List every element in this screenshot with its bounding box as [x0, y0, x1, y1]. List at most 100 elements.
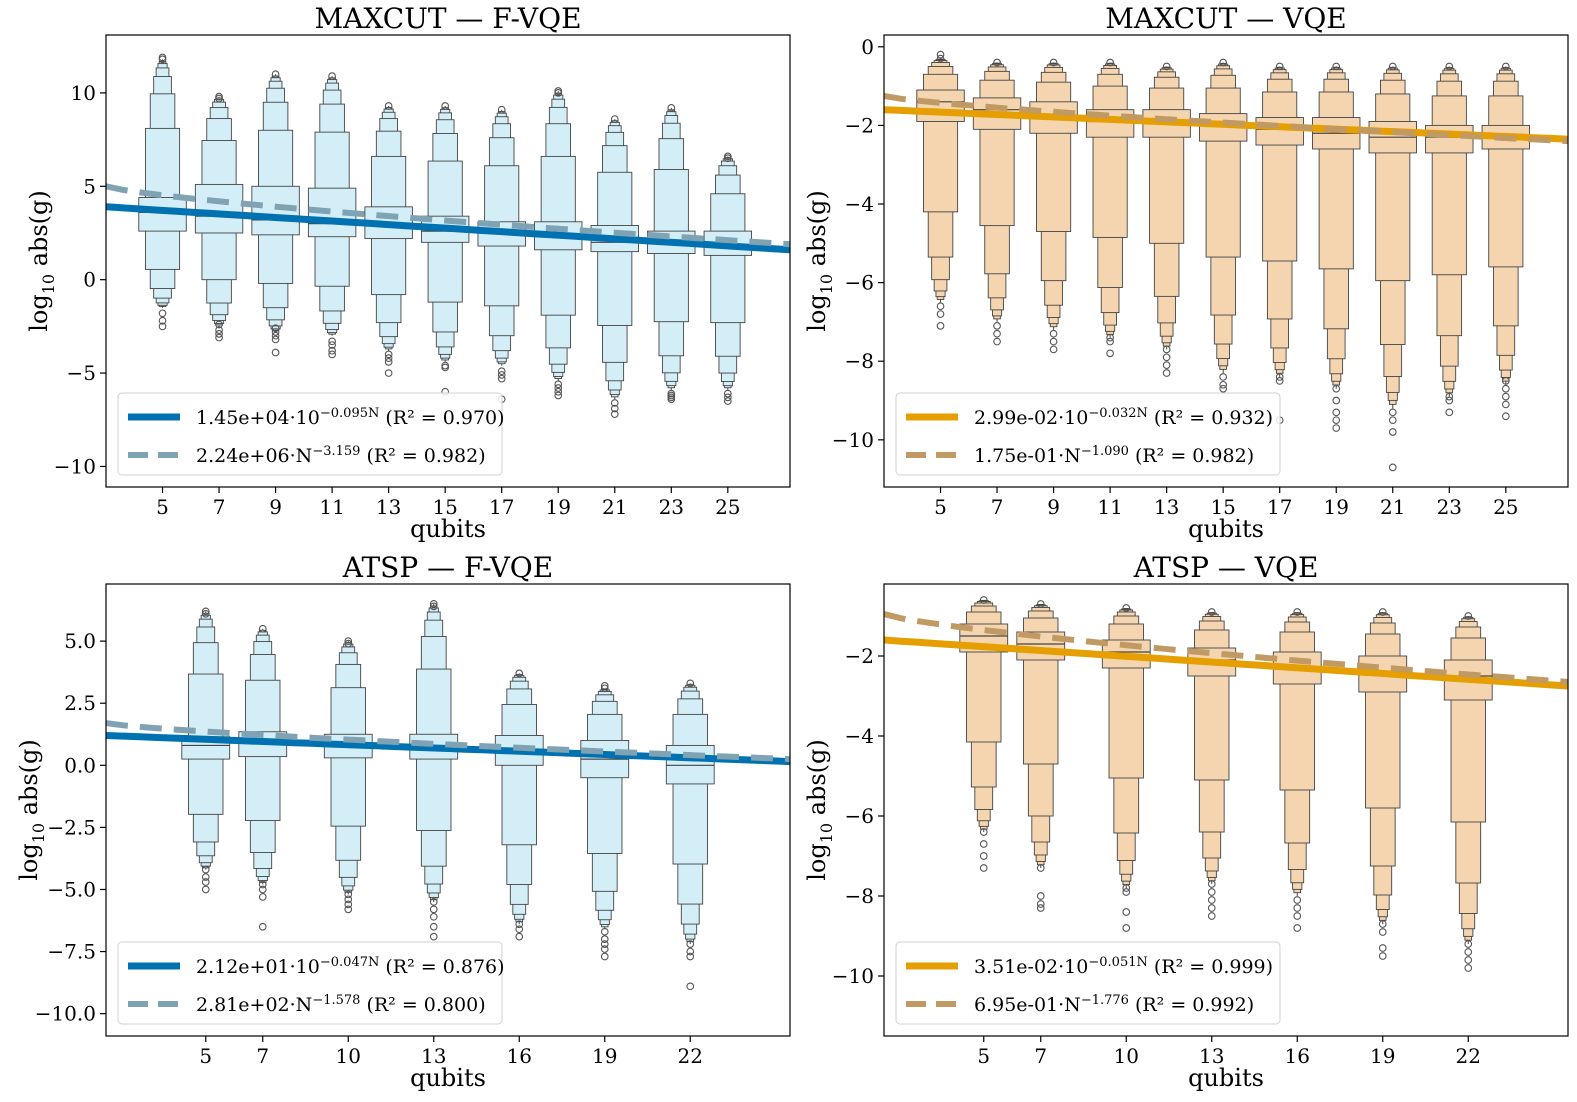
y-axis-label-sub: 10 — [817, 274, 836, 294]
boxen-21 — [1368, 62, 1417, 472]
outlier-point — [1162, 345, 1171, 354]
outlier-point — [1464, 948, 1473, 956]
y-tick-label: 5 — [83, 174, 96, 198]
legend-entry-r2: (R² = 0.982) — [360, 445, 485, 467]
x-tick-label: 16 — [1285, 1044, 1310, 1068]
x-tick-label: 22 — [678, 1044, 703, 1068]
legend-entry-exponent: −0.032N — [1088, 406, 1147, 421]
outlier-point — [429, 602, 438, 611]
outlier-point — [328, 337, 336, 346]
y-tick-label: −10.0 — [35, 1002, 96, 1026]
legend-entry-r2: (R² = 0.932) — [1148, 407, 1273, 429]
x-tick-label: 23 — [659, 495, 684, 519]
outlier-point — [600, 940, 609, 948]
y-tick-label: 0 — [861, 35, 874, 59]
outlier-point — [515, 920, 524, 929]
outlier-point — [158, 316, 167, 325]
outlier-point — [1388, 62, 1397, 71]
legend-entry-exponent: −1.578 — [312, 993, 360, 1008]
x-tick-label: 19 — [1324, 495, 1349, 519]
outlier-point — [384, 102, 393, 110]
boxen-19 — [1312, 62, 1361, 432]
outlier-point — [328, 350, 336, 359]
y-axis-label: log10 abs(g) — [803, 739, 837, 881]
legend-box — [117, 392, 503, 476]
outlier-point — [497, 374, 506, 383]
outlier-point — [610, 115, 619, 123]
x-axis-label: qubits — [410, 1064, 486, 1092]
outlier-point — [936, 50, 945, 59]
legend-entry: 2.99e-02·10−0.032N (R² = 0.932) — [974, 406, 1273, 430]
outlier-point — [258, 624, 267, 633]
y-axis-label-prefix: log — [803, 294, 831, 332]
outlier-point — [201, 607, 210, 616]
legend-entry-main: 1.45e+04·10 — [196, 407, 320, 429]
x-tick-label: 17 — [1267, 495, 1292, 519]
outlier-point — [1332, 62, 1341, 71]
outlier-point — [215, 320, 223, 329]
outlier-point — [1501, 377, 1510, 385]
outlier-point — [1122, 908, 1131, 916]
boxen-13 — [409, 600, 459, 941]
outlier-point — [936, 322, 945, 330]
chart-title: MAXCUT — VQE — [1105, 2, 1346, 35]
y-tick-label: −5 — [67, 361, 96, 385]
outlier-point — [1162, 361, 1171, 370]
outlier-point — [1207, 896, 1216, 904]
outlier-point — [554, 387, 563, 396]
fit-line-exponential — [106, 203, 790, 254]
outlier-point — [1106, 333, 1114, 342]
outlier-point — [1275, 373, 1284, 381]
x-tick-label: 15 — [1210, 495, 1235, 519]
x-tick-label: 19 — [1370, 1044, 1395, 1068]
boxen-23 — [1425, 62, 1474, 417]
outlier-point — [441, 363, 450, 372]
y-axis-label-suffix: abs(g) — [15, 739, 43, 823]
legend-entry-main: 1.75e-01·N — [974, 445, 1081, 467]
outlier-point — [344, 890, 353, 899]
outlier-point — [600, 935, 609, 943]
boxen-16 — [494, 669, 544, 941]
legend-entry: 2.81e+02·N−1.578 (R² = 0.800) — [196, 993, 486, 1017]
boxen-23 — [647, 103, 696, 404]
legend-entry-r2: (R² = 0.999) — [1148, 956, 1273, 978]
chart-title: ATSP — F-VQE — [342, 551, 553, 584]
boxen-7 — [972, 58, 1022, 346]
outlier-point — [1293, 904, 1302, 912]
outlier-point — [993, 329, 1001, 338]
plot-frame — [105, 34, 791, 488]
outlier-point — [1219, 380, 1228, 389]
y-axis-label-suffix: abs(g) — [25, 190, 53, 274]
outlier-point — [344, 637, 353, 645]
boxen-22 — [665, 679, 715, 991]
legend-entry: 2.12e+01·10−0.047N (R² = 0.876) — [196, 955, 505, 979]
legend-entry-main: 3.51e-02·10 — [974, 956, 1088, 978]
outlier-point — [158, 53, 167, 62]
chart-panel-2: MAXCUT — VQE qubits log10 abs(g) 0 −2 −4 −6 −8 −… — [803, 2, 1569, 543]
y-tick-label: 10 — [71, 81, 96, 105]
outlier-point — [979, 596, 988, 604]
outlier-point — [1036, 600, 1045, 608]
outlier-point — [384, 354, 393, 362]
outlier-point — [1219, 373, 1228, 381]
outlier-point — [1464, 964, 1473, 972]
outlier-point — [258, 885, 267, 894]
outlier-point — [1445, 62, 1454, 71]
outlier-point — [1378, 944, 1387, 952]
legend-entry: 2.24e+06·N−3.159 (R² = 0.982) — [196, 444, 486, 468]
outlier-point — [936, 54, 945, 63]
boxen-17 — [1255, 62, 1304, 425]
outlier-point — [993, 337, 1001, 346]
outlier-point — [600, 927, 609, 936]
boxen-level — [587, 713, 623, 854]
outlier-point — [610, 404, 619, 413]
outlier-point — [1207, 608, 1216, 616]
outlier-point — [271, 324, 280, 333]
boxen-17 — [477, 105, 526, 404]
legend-entry-exponent: −0.095N — [320, 406, 379, 421]
x-tick-label: 23 — [1437, 495, 1462, 519]
boxen-5 — [138, 53, 187, 331]
